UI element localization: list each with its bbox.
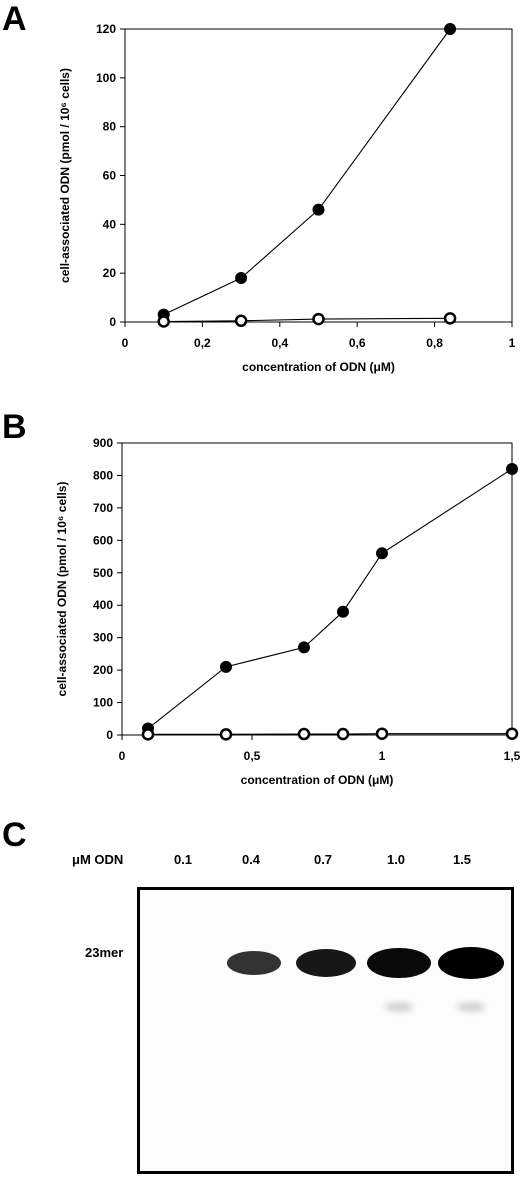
band-label-23mer: 23mer xyxy=(85,945,123,960)
gel-lane-label: 0.7 xyxy=(314,852,332,867)
chart-a-series-2-line xyxy=(164,318,450,321)
gel-smear xyxy=(385,1002,413,1012)
gel-header: μM ODN xyxy=(72,852,123,867)
chart-b-series-1-point xyxy=(507,463,518,474)
chart-b-y-tick-label: 400 xyxy=(93,598,113,612)
gel-image xyxy=(137,887,514,1174)
chart-a-y-axis-title: cell-associated ODN (pmol / 10⁶ cells) xyxy=(58,68,72,283)
chart-a-series-2-point xyxy=(159,317,169,327)
chart-a-x-tick-label: 0,8 xyxy=(426,336,443,350)
chart-b-x-tick-label: 0 xyxy=(119,749,126,763)
chart-a-x-tick-label: 0,6 xyxy=(349,336,366,350)
gel-lane-label: 0.1 xyxy=(174,852,192,867)
chart-a-x-tick-label: 1 xyxy=(509,336,516,350)
chart-b-x-tick-label: 1,5 xyxy=(504,749,520,763)
chart-b-y-tick-label: 100 xyxy=(93,696,113,710)
chart-b-y-tick-label: 900 xyxy=(93,436,113,450)
chart-b-y-tick-label: 600 xyxy=(93,533,113,547)
chart-a-y-tick-label: 80 xyxy=(103,120,117,134)
chart-b-series-2-point xyxy=(143,729,153,739)
chart-a-series-1-point xyxy=(236,273,247,284)
chart-a-y-tick-label: 60 xyxy=(103,169,117,183)
chart-a-y-tick-label: 40 xyxy=(103,217,117,231)
gel-band xyxy=(296,949,356,977)
gel-band xyxy=(367,948,430,978)
chart-b-y-tick-label: 700 xyxy=(93,501,113,515)
chart-b-series-1-point xyxy=(299,642,310,653)
chart-a-x-tick-label: 0,2 xyxy=(194,336,211,350)
chart-a-plot-frame xyxy=(125,29,512,322)
chart-b-series-1-point xyxy=(338,606,349,617)
chart-b-series-2-point xyxy=(221,729,231,739)
chart-b-y-tick-label: 800 xyxy=(93,468,113,482)
chart-a-series-2-point xyxy=(445,313,455,323)
chart-b-y-tick-label: 300 xyxy=(93,631,113,645)
chart-b-series-1-line xyxy=(148,469,512,729)
chart-a-series-1-point xyxy=(313,204,324,215)
chart-a-y-tick-label: 0 xyxy=(109,315,116,329)
chart-b-y-axis-title: cell-associated ODN (pmol / 10⁶ cells) xyxy=(55,482,69,697)
chart-a-series-1-point xyxy=(445,24,456,35)
chart-b-x-tick-label: 0,5 xyxy=(244,749,261,763)
chart-a-y-tick-label: 20 xyxy=(103,266,117,280)
chart-a-series-2-point xyxy=(236,316,246,326)
chart-a-series-1-line xyxy=(164,29,450,315)
gel-band xyxy=(438,947,504,979)
chart-b-plot-frame xyxy=(122,443,512,735)
chart-a-x-tick-label: 0 xyxy=(122,336,129,350)
chart-b-series-2-point xyxy=(507,729,517,739)
chart-b-y-tick-label: 0 xyxy=(106,728,113,742)
chart-b-series-1-point xyxy=(377,548,388,559)
chart-a-x-tick-label: 0,4 xyxy=(271,336,288,350)
chart-b-y-tick-label: 500 xyxy=(93,566,113,580)
chart-b-series-1-point xyxy=(221,661,232,672)
chart-b-x-tick-label: 1 xyxy=(379,749,386,763)
gel-smear xyxy=(457,1002,485,1012)
chart-b-series-2-point xyxy=(299,729,309,739)
chart-b-y-tick-label: 200 xyxy=(93,663,113,677)
gel-lane-label: 1.0 xyxy=(387,852,405,867)
chart-b-series-2-line xyxy=(148,734,512,735)
chart-b-series-2-point xyxy=(377,729,387,739)
gel-band xyxy=(227,951,280,975)
chart-b-series-2-point xyxy=(338,729,348,739)
chart-a-y-tick-label: 100 xyxy=(96,71,116,85)
gel-lane-label: 0.4 xyxy=(242,852,260,867)
panel-letter-c: C xyxy=(2,818,27,852)
chart-a-y-tick-label: 120 xyxy=(96,22,116,36)
chart-a-x-axis-title: concentration of ODN (μM) xyxy=(242,360,395,374)
chart-a-series-2-point xyxy=(314,314,324,324)
gel-lane-label: 1.5 xyxy=(453,852,471,867)
chart-b-x-axis-title: concentration of ODN (μM) xyxy=(241,773,394,787)
